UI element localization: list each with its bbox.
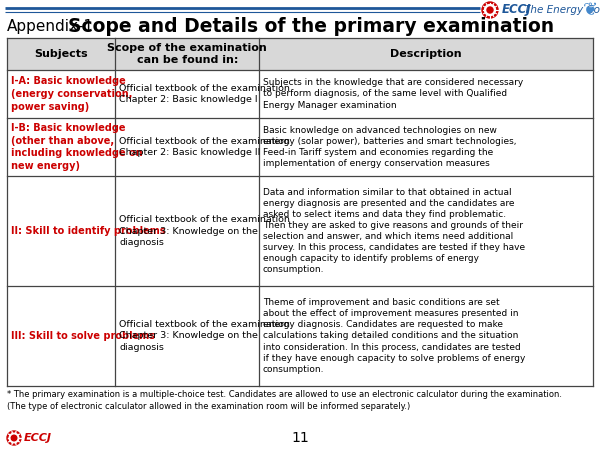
Text: Official textbook of the examination
Chapter 3: Knowledge on the
diagnosis: Official textbook of the examination Cha… (119, 215, 290, 247)
Text: II: Skill to identify problems: II: Skill to identify problems (11, 226, 166, 236)
Circle shape (11, 435, 17, 441)
Text: Description: Description (390, 49, 462, 59)
Text: I-A: Basic knowledge
(energy conservation,
power saving): I-A: Basic knowledge (energy conservatio… (11, 76, 133, 112)
Text: Subjects in the knowledge that are considered necessary
to perform diagnosis, of: Subjects in the knowledge that are consi… (263, 78, 523, 110)
Text: Theme of improvement and basic conditions are set
about the effect of improvemen: Theme of improvement and basic condition… (263, 298, 526, 374)
Text: Basic knowledge on advanced technologies on new
energy (solar power), batteries : Basic knowledge on advanced technologies… (263, 126, 517, 168)
Text: Scope and Details of the primary examination: Scope and Details of the primary examina… (68, 17, 554, 36)
Text: Official textbook of the examination
Chapter 2: Basic knowledge II: Official textbook of the examination Cha… (119, 137, 290, 157)
Circle shape (485, 4, 496, 15)
Text: Data and information similar to that obtained in actual
energy diagnosis are pre: Data and information similar to that obt… (263, 188, 525, 274)
Text: I-B: Basic knowledge
(other than above,
including knowledge on
new energy): I-B: Basic knowledge (other than above, … (11, 123, 143, 171)
Text: Official textbook of the examination
Chapter 2: Basic knowledge I: Official textbook of the examination Cha… (119, 84, 290, 104)
Text: ❦: ❦ (583, 1, 598, 19)
Text: Subjects: Subjects (34, 49, 88, 59)
Text: Appendix-1: Appendix-1 (7, 18, 94, 33)
Circle shape (9, 433, 19, 443)
Text: The Energy Conservation Center Japan: The Energy Conservation Center Japan (524, 5, 600, 15)
Circle shape (482, 2, 498, 18)
Circle shape (7, 431, 21, 445)
Text: Scope of the examination
can be found in:: Scope of the examination can be found in… (107, 43, 267, 65)
Text: Official textbook of the examination
Chapter 3: Knowledge on the
diagnosis: Official textbook of the examination Cha… (119, 320, 290, 352)
Bar (7, 38, 593, 70)
Text: 11: 11 (291, 431, 309, 445)
Text: III: Skill to solve problems: III: Skill to solve problems (11, 331, 155, 341)
Text: * The primary examination is a multiple-choice test. Candidates are allowed to u: * The primary examination is a multiple-… (7, 390, 562, 411)
Text: ECCJ: ECCJ (24, 433, 52, 443)
Circle shape (487, 7, 493, 13)
Text: ECCJ: ECCJ (502, 4, 532, 17)
